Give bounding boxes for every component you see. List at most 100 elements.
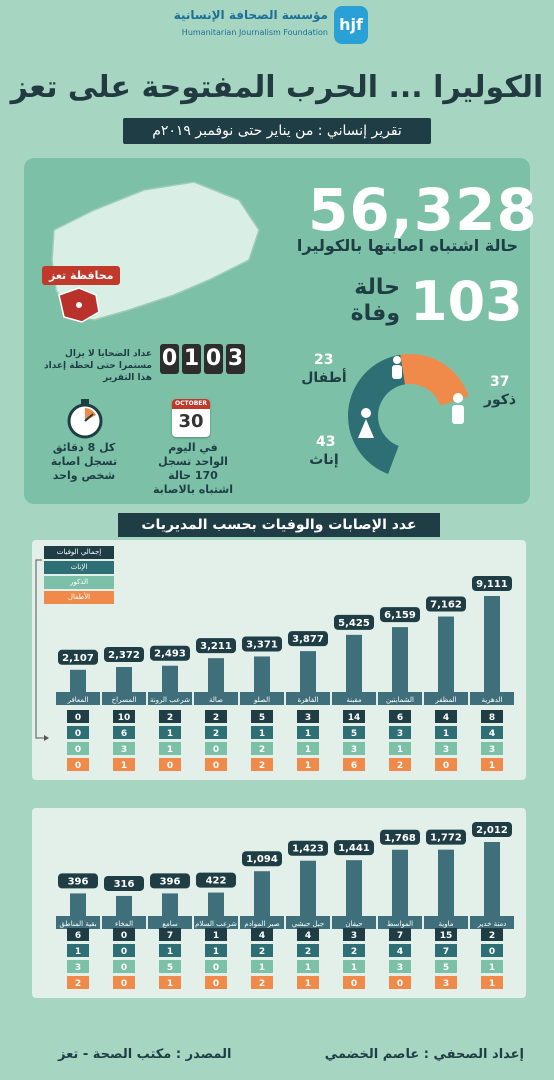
- table-cell-value: 5: [351, 729, 357, 739]
- value-label: 5,425: [338, 618, 370, 629]
- table-cell: [389, 944, 411, 957]
- value-label: 2,107: [62, 653, 94, 664]
- bar: [392, 849, 408, 916]
- table-cell-value: 3: [443, 979, 449, 989]
- calendar-icon: OCTOBER 30: [172, 399, 210, 437]
- table-cell-value: 2: [75, 979, 81, 989]
- table-cell-value: 1: [121, 761, 127, 771]
- table-cell-value: 1: [259, 729, 265, 739]
- table-cell-value: 7: [167, 931, 173, 941]
- table-cell-value: 2: [305, 947, 311, 957]
- males-value: 37: [490, 374, 510, 390]
- table-cell: [435, 928, 457, 941]
- table-cell-value: 2: [397, 761, 403, 771]
- table-cell-value: 1: [397, 745, 403, 755]
- category-label-bg: [286, 916, 330, 929]
- table-cell: [113, 710, 135, 723]
- table-cell-value: 7: [443, 947, 449, 957]
- value-label-bg: [426, 596, 466, 612]
- category-label: سامع: [162, 920, 178, 928]
- table-cell-value: 0: [213, 963, 219, 973]
- table-cell-value: 3: [305, 713, 311, 723]
- table-cell: [251, 928, 273, 941]
- bar: [300, 651, 316, 692]
- table-cell-value: 1: [305, 729, 311, 739]
- table-cell: [343, 742, 365, 755]
- table-cell-value: 2: [489, 931, 495, 941]
- value-label: 3,211: [200, 641, 232, 652]
- category-label-bg: [194, 916, 238, 929]
- table-cell-value: 3: [121, 745, 127, 755]
- category-label: المخاء: [115, 920, 133, 928]
- table-cell: [435, 758, 457, 771]
- table-cell: [205, 944, 227, 957]
- value-label-bg: [288, 840, 328, 856]
- table-cell: [389, 960, 411, 973]
- stopwatch-icon: [67, 399, 103, 439]
- value-label: 7,162: [430, 600, 462, 611]
- females-value: 43: [316, 434, 336, 450]
- value-label: 2,493: [154, 649, 186, 660]
- table-cell: [251, 976, 273, 989]
- yemen-map-icon: [51, 181, 260, 323]
- table-cell: [297, 960, 319, 973]
- table-cell: [389, 710, 411, 723]
- category-label-bg: [286, 692, 330, 705]
- value-label-bg: [242, 851, 282, 867]
- children-value: 23: [314, 352, 334, 368]
- table-cell: [113, 960, 135, 973]
- table-cell: [297, 742, 319, 755]
- table-cell: [205, 710, 227, 723]
- bar: [438, 616, 454, 692]
- counter-digit: 1: [182, 344, 201, 374]
- table-cell: [205, 960, 227, 973]
- table-cell: [389, 758, 411, 771]
- donut-slice-males: [388, 396, 472, 478]
- bar: [208, 892, 224, 916]
- bar: [116, 895, 132, 916]
- table-cell: [343, 758, 365, 771]
- value-label: 1,094: [246, 854, 278, 865]
- table-cell-value: 2: [213, 713, 219, 723]
- table-cell: [67, 710, 89, 723]
- table-cell: [389, 928, 411, 941]
- value-label: 316: [114, 879, 135, 890]
- bar: [484, 842, 500, 916]
- table-cell-value: 1: [305, 745, 311, 755]
- table-cell: [67, 944, 89, 957]
- table-cell-value: 0: [121, 947, 127, 957]
- value-label-bg: [288, 631, 328, 647]
- table-cell: [389, 742, 411, 755]
- table-cell-value: 3: [351, 745, 357, 755]
- table-cell-value: 3: [397, 729, 403, 739]
- table-cell: [159, 758, 181, 771]
- table-cell: [159, 742, 181, 755]
- bar: [254, 871, 270, 916]
- table-cell: [343, 960, 365, 973]
- table-cell-value: 0: [489, 947, 495, 957]
- table-cell-value: 5: [167, 963, 173, 973]
- counter-digit: 3: [226, 344, 245, 374]
- table-cell-value: 4: [397, 947, 403, 957]
- table-cell-value: 3: [489, 745, 495, 755]
- value-label-bg: [58, 649, 98, 665]
- counter-digit: 0: [160, 344, 179, 374]
- table-cell: [297, 758, 319, 771]
- table-cell: [343, 710, 365, 723]
- value-label: 422: [206, 876, 227, 887]
- category-label: جبل حبشي: [292, 920, 324, 928]
- table-cell-value: 2: [259, 745, 265, 755]
- category-label: المظفر: [434, 696, 456, 704]
- table-cell: [67, 928, 89, 941]
- table-cell-value: 0: [397, 979, 403, 989]
- value-label: 1,772: [430, 833, 462, 844]
- category-label: شرعب السلام: [195, 920, 237, 928]
- table-cell-value: 2: [167, 713, 173, 723]
- map-label-taiz: محافظة تعز: [42, 266, 121, 285]
- value-label-bg: [58, 873, 98, 889]
- deaths-label-line1: حالة: [354, 275, 400, 300]
- table-cell: [481, 758, 503, 771]
- category-label: القاهرة: [298, 696, 319, 704]
- category-label-bg: [424, 916, 468, 929]
- bar: [346, 634, 362, 692]
